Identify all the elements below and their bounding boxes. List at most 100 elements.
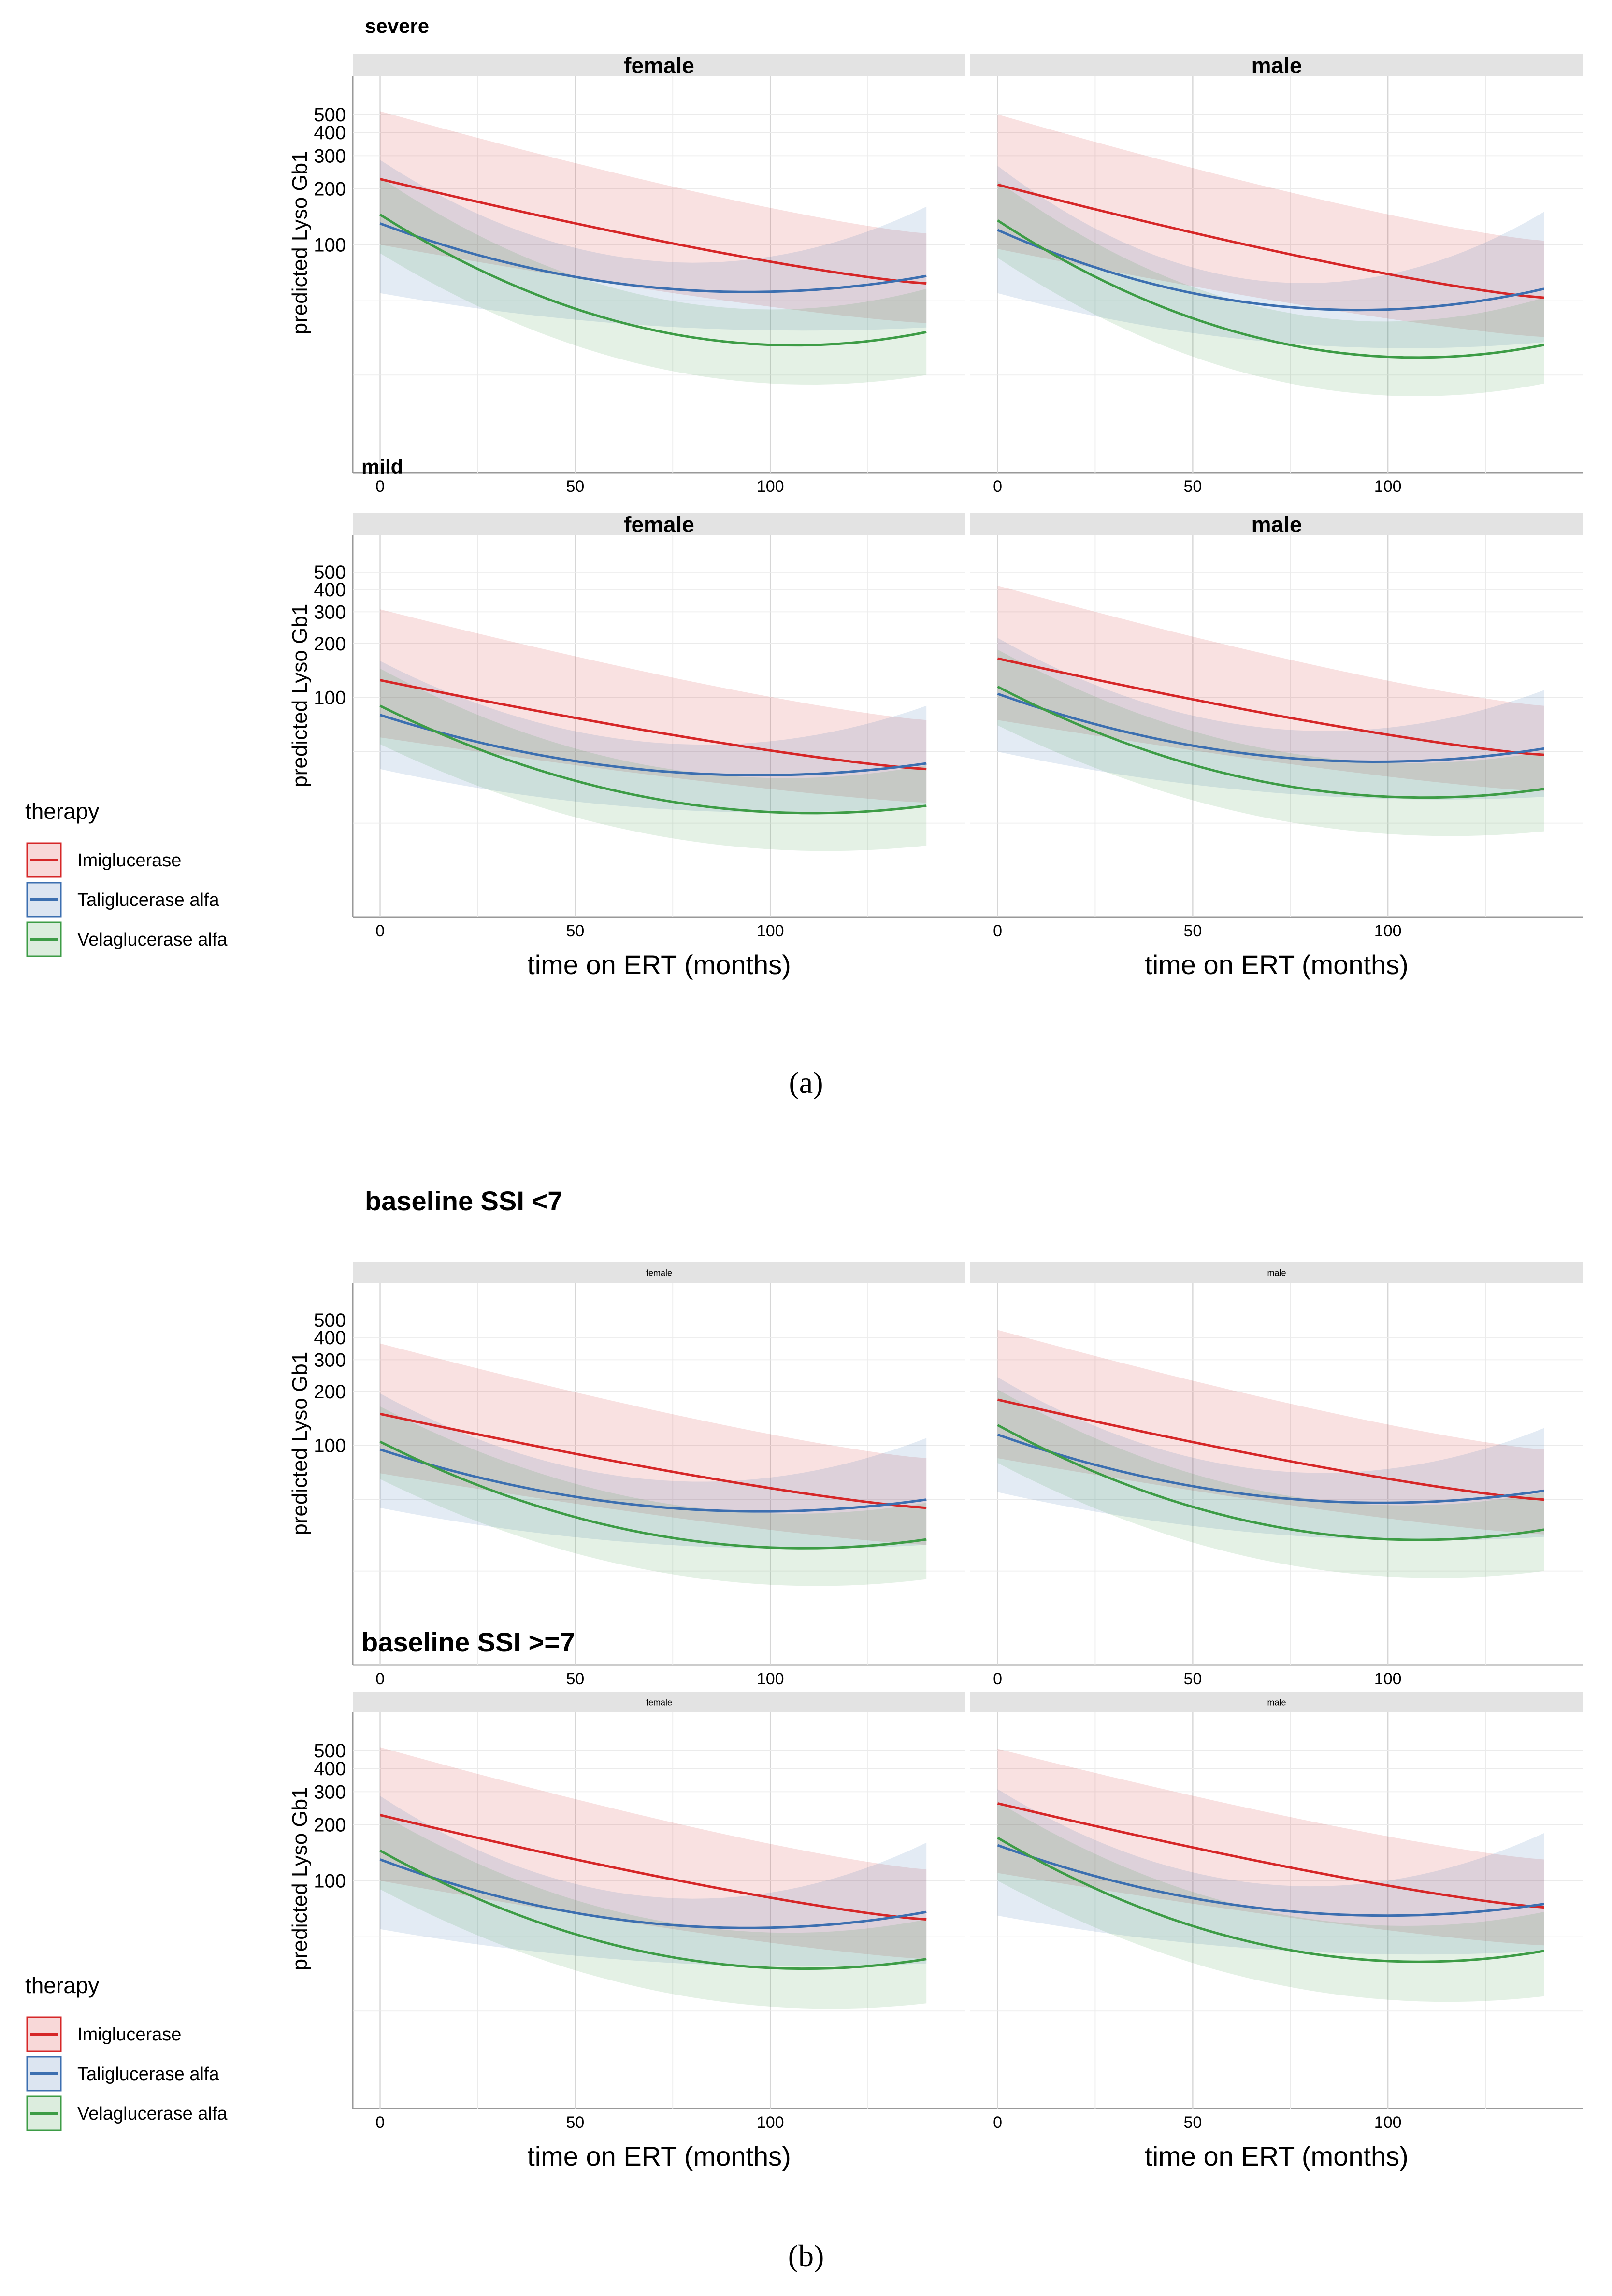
ci-ribbon-velaglucerase-alfa (380, 668, 927, 851)
legend-item-label: Imiglucerase (77, 850, 181, 871)
ci-ribbon-taliglucerase-alfa (997, 1377, 1544, 1541)
chart-group-b_ssi_ge7: baseline SSI >=7100200300400500predicted… (288, 1627, 1583, 2171)
x-tick-label: 0 (993, 2113, 1002, 2132)
y-tick-label: 300 (314, 602, 346, 623)
series-line-taliglucerase-alfa (379, 1858, 927, 1929)
facet-strip (353, 54, 965, 76)
y-tick-label: 400 (314, 1327, 346, 1349)
x-tick-label: 50 (1183, 2113, 1202, 2132)
legend-title: therapy (25, 799, 99, 824)
ci-ribbon-imiglucerase (997, 114, 1544, 337)
figure-a-label: (a) (789, 1065, 823, 1100)
facet-strip-label: male (1267, 1268, 1286, 1277)
series-line-taliglucerase-alfa (379, 1448, 927, 1513)
x-tick-label: 100 (757, 2113, 784, 2132)
facet-strip (970, 1262, 1583, 1283)
facet-strip-label: male (1252, 512, 1302, 537)
series-line-velaglucerase-alfa (997, 1424, 1544, 1541)
series-line-taliglucerase-alfa (997, 229, 1544, 312)
y-tick-label: 500 (314, 1310, 346, 1331)
x-axis-label: time on ERT (months) (1145, 2141, 1409, 2171)
series-line-taliglucerase-alfa (997, 692, 1544, 763)
y-tick-label: 100 (314, 1435, 346, 1457)
x-axis-label: time on ERT (months) (1145, 949, 1409, 980)
x-tick-label: 50 (566, 1670, 584, 1688)
legend-item-label: Velaglucerase alfa (77, 2104, 228, 2124)
x-axis-label: time on ERT (months) (527, 2141, 791, 2171)
series-line-velaglucerase-alfa (379, 214, 927, 347)
series-line-imiglucerase (379, 1814, 927, 1921)
ci-ribbon-velaglucerase-alfa (380, 1813, 927, 2009)
ci-ribbon-velaglucerase-alfa (997, 649, 1544, 836)
ci-ribbon-velaglucerase-alfa (380, 177, 927, 385)
y-tick-label: 200 (314, 1814, 346, 1836)
x-tick-label: 50 (1183, 477, 1202, 496)
y-tick-label: 400 (314, 579, 346, 601)
x-tick-label: 100 (757, 922, 784, 940)
ci-ribbon-taliglucerase-alfa (997, 1789, 1544, 1955)
series-line-velaglucerase-alfa (997, 1837, 1544, 1963)
legend-item-label: Taliglucerase alfa (77, 2064, 219, 2084)
y-tick-label: 400 (314, 122, 346, 144)
ci-ribbon-velaglucerase-alfa (997, 1389, 1544, 1578)
facet-strip (353, 513, 965, 535)
y-tick-label: 200 (314, 1381, 346, 1403)
panel-female: female 0 50 100 time on ERT (months) (353, 512, 965, 980)
y-tick-label: 400 (314, 1758, 346, 1779)
series-line-velaglucerase-alfa (997, 219, 1544, 359)
y-axis-label: predicted Lyso Gb1 (288, 1352, 312, 1535)
series-line-imiglucerase (379, 178, 927, 285)
ci-ribbon-imiglucerase (380, 1343, 927, 1545)
series-line-taliglucerase-alfa (379, 714, 927, 777)
series-line-imiglucerase (997, 183, 1544, 299)
ci-ribbon-velaglucerase-alfa (380, 1406, 927, 1586)
x-tick-label: 50 (566, 2113, 584, 2132)
series-line-taliglucerase-alfa (997, 1433, 1544, 1504)
series-line-imiglucerase (997, 1398, 1544, 1501)
series-line-velaglucerase-alfa (379, 1850, 927, 1970)
legend-title: therapy (25, 1973, 99, 1998)
ci-ribbon-velaglucerase-alfa (997, 181, 1544, 396)
row-title: baseline SSI <7 (365, 1186, 562, 1216)
series-line-imiglucerase (997, 1802, 1544, 1909)
y-axis-label: predicted Lyso Gb1 (288, 151, 312, 334)
y-axis-label: predicted Lyso Gb1 (288, 604, 312, 788)
legends: therapy Imiglucerase Taliglucerase alfa Vel… (25, 799, 228, 2131)
series-line-taliglucerase-alfa (997, 1844, 1544, 1917)
ci-ribbon-velaglucerase-alfa (997, 1802, 1544, 2002)
ci-ribbon-taliglucerase-alfa (380, 160, 927, 331)
x-tick-label: 50 (566, 922, 584, 940)
ci-ribbon-taliglucerase-alfa (997, 638, 1544, 800)
series-line-imiglucerase (379, 1412, 927, 1509)
legend-item-label: Imiglucerase (77, 2024, 181, 2045)
figure-b-label: (b) (788, 2239, 824, 2273)
x-tick-label: 100 (1374, 477, 1402, 496)
series-line-imiglucerase (997, 657, 1544, 756)
x-tick-label: 0 (993, 477, 1002, 496)
x-tick-label: 0 (375, 1670, 385, 1688)
y-tick-label: 300 (314, 1349, 346, 1371)
panel-male: male 0 50 100 time on ERT (months) (970, 1692, 1583, 2171)
y-tick-label: 200 (314, 178, 346, 200)
x-tick-label: 0 (375, 477, 385, 496)
y-tick-label: 100 (314, 1870, 346, 1892)
x-tick-label: 100 (757, 1670, 784, 1688)
facet-strip (970, 513, 1583, 535)
y-tick-label: 300 (314, 145, 346, 167)
facet-strip-label: female (624, 512, 694, 537)
facet-strip (970, 1692, 1583, 1712)
ci-ribbon-imiglucerase (380, 1747, 927, 1959)
x-axis-label: time on ERT (months) (527, 949, 791, 980)
x-tick-label: 50 (1183, 922, 1202, 940)
facet-strip-label: male (1252, 53, 1302, 78)
panel-male: male 0 50 100 time on ERT (months) (970, 512, 1583, 980)
x-tick-label: 0 (375, 922, 385, 940)
y-tick-label: 100 (314, 234, 346, 256)
series-line-velaglucerase-alfa (997, 685, 1544, 799)
legend: therapy Imiglucerase Taliglucerase alfa Vel… (25, 1973, 228, 2131)
facet-strip-label: female (646, 1268, 672, 1277)
facet-strip (353, 1692, 965, 1712)
y-tick-label: 500 (314, 104, 346, 126)
series-line-imiglucerase (379, 679, 927, 771)
